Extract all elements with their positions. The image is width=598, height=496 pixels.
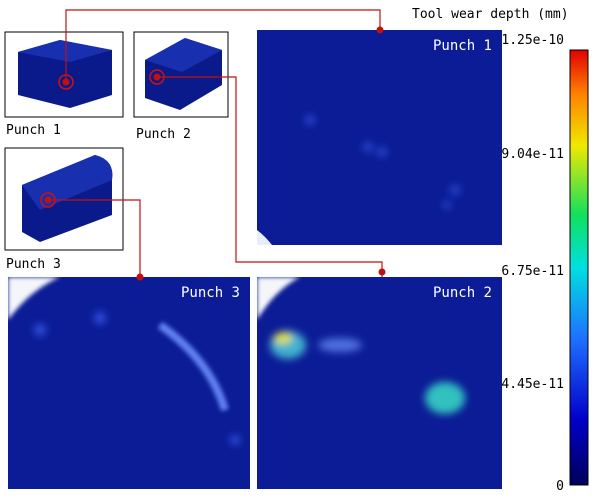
thumb-punch-2	[134, 32, 228, 117]
thumb-label: Punch 2	[136, 127, 191, 142]
colorbar-tick-label: 6.75e-11	[501, 264, 564, 279]
colorbar-tick-label: 1.25e-10	[501, 33, 564, 48]
colorbar-tick-label: 4.45e-11	[501, 377, 564, 392]
colorbar-tick-label: 9.04e-11	[501, 147, 564, 162]
thumb-punch-3	[5, 148, 123, 250]
thumb-label: Punch 1	[6, 123, 61, 138]
panel-punch-3: Punch 3	[8, 277, 250, 489]
panel-punch-2: Punch 2	[257, 277, 502, 489]
panel-punch-1: Punch 1	[257, 30, 502, 245]
panel-label: Punch 2	[433, 285, 492, 301]
panel-label: Punch 3	[181, 285, 240, 301]
colorbar-title: Tool wear depth (mm)	[412, 7, 569, 22]
colorbar	[570, 50, 588, 485]
thumb-punch-1	[5, 32, 123, 117]
figure: Tool wear depth (mm) 1.25e-10 9.04e-11 6.7…	[0, 0, 598, 496]
panel-label: Punch 1	[433, 38, 492, 54]
thumb-label: Punch 3	[6, 257, 61, 272]
colorbar-tick-label: 0	[556, 479, 564, 494]
